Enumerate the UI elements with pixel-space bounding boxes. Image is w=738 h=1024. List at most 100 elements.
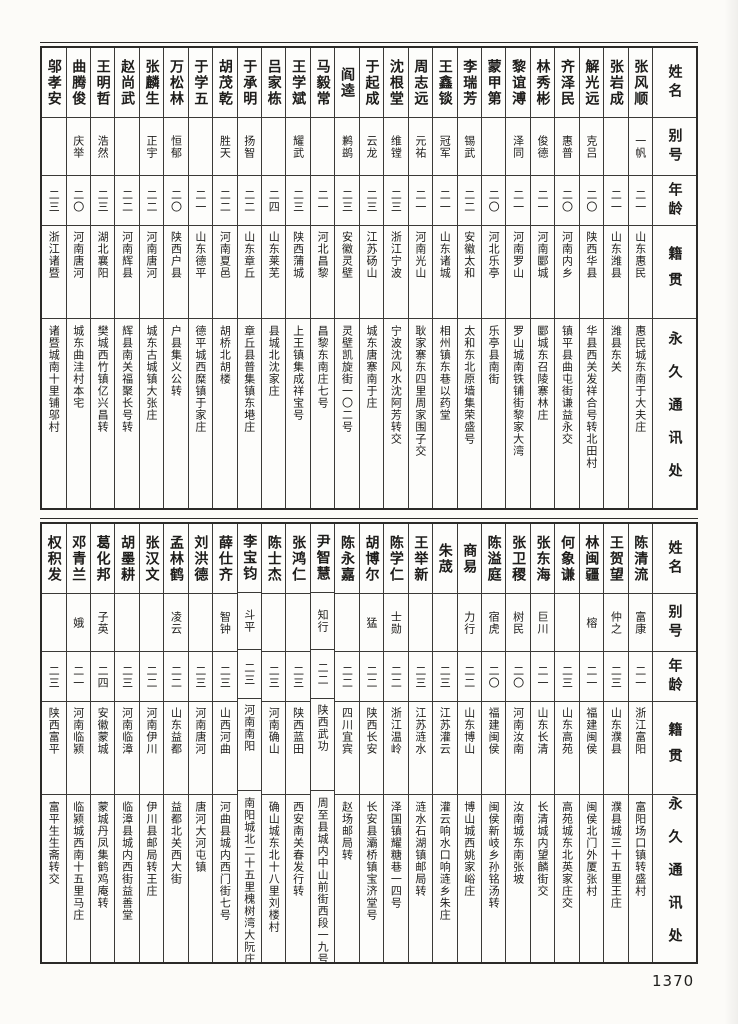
address-cell: 汝南城东南张坡 — [506, 795, 529, 962]
person-age: 二三 — [389, 188, 403, 213]
native-cell: 陕西富平 — [42, 702, 66, 795]
alias-cell: 娥 — [66, 594, 90, 652]
native-cell: 山东章丘 — [237, 226, 261, 319]
entry-column: 张麟生 正宇 二二 河南唐河 城东古城镇大张庄 — [138, 48, 164, 508]
person-age: 二四 — [96, 664, 110, 689]
header-name-label: 姓名 — [666, 63, 683, 102]
name-cell: 李瑞芳 — [457, 48, 481, 118]
name-cell: 王鑫锬 — [433, 48, 457, 118]
person-name: 胡茂乾 — [216, 58, 233, 107]
name-cell: 赵尚武 — [115, 48, 139, 118]
age-cell: 二一 — [604, 176, 628, 226]
person-native-place: 湖北襄阳 — [96, 231, 110, 279]
person-name: 吕家栋 — [265, 58, 282, 107]
person-native-place: 陕西富平 — [47, 707, 61, 755]
person-age: 二二 — [462, 664, 476, 689]
age-cell: 二〇 — [555, 176, 579, 226]
native-cell: 陕西户县 — [164, 226, 188, 319]
person-address: 汝南城东南张坡 — [511, 801, 525, 885]
address-cell: 郾城东召陵寨林庄 — [531, 319, 554, 508]
person-native-place: 四川宜宾 — [340, 707, 354, 755]
entry-column: 王贺望 仲之 二三 山东濮县 濮县城三十五里王庄 — [603, 524, 628, 962]
person-alias: 克吕 — [584, 134, 598, 159]
entry-column: 陈永嘉 二二 四川宜宾 赵场邮局转 — [334, 524, 359, 962]
person-alias: 斗平 — [242, 608, 256, 633]
address-cell: 长安县灞桥镇宝济堂号 — [360, 795, 383, 962]
entry-column: 王学斌 耀武 二三 陕西蒲城 上王镇集成祥宝号 — [285, 48, 310, 508]
name-cell: 李宝钧 — [237, 524, 261, 593]
name-cell: 张汉文 — [139, 524, 164, 594]
native-cell: 河南唐河 — [66, 226, 90, 319]
entry-column: 于学五 二一 山东德平 德平城西糜镇于家庄 — [187, 48, 213, 508]
age-cell: 二三 — [286, 176, 310, 226]
person-age: 二三 — [340, 188, 354, 213]
entry-column: 李瑞芳 锡武 二二 安徽太和 太和东北原墙集荣盛号 — [456, 48, 481, 508]
name-cell: 于起成 — [359, 48, 384, 118]
age-cell: 二〇 — [506, 652, 530, 702]
person-name: 陈士杰 — [265, 534, 282, 583]
address-cell: 胡桥北胡楼 — [213, 319, 236, 508]
address-cell: 罗山城南铁铺街黎家大湾 — [506, 319, 529, 508]
person-native-place: 山东益都 — [169, 707, 183, 755]
entry-column: 陈溢庭 宿虎 二〇 福建闽侯 闽侯新岐乡孙铭汤转 — [480, 524, 506, 962]
person-alias: 凌云 — [169, 610, 183, 635]
person-native-place: 山东章丘 — [242, 231, 256, 279]
person-native-place: 河南唐河 — [193, 707, 207, 755]
alias-cell — [481, 118, 506, 176]
person-alias: 元祐 — [413, 134, 427, 159]
person-address: 富平生生斋转交 — [47, 801, 61, 885]
native-cell: 陕西武功 — [310, 699, 335, 791]
person-age: 二二 — [462, 188, 476, 213]
alias-cell — [286, 594, 310, 652]
person-age: 二一 — [536, 664, 550, 689]
person-alias: 扬智 — [242, 134, 256, 159]
entry-column: 陈士杰 二三 河南确山 确山城东北十八里刘楼村 — [261, 524, 286, 962]
age-cell: 二三 — [335, 176, 359, 226]
entry-column: 何象谦 二三 山东高苑 高苑城东北英家庄交 — [554, 524, 579, 962]
native-cell: 福建闽侯 — [579, 702, 604, 795]
alias-cell: 巨川 — [530, 594, 555, 652]
page-number: 1370 — [652, 972, 695, 990]
person-age: 二二 — [389, 664, 403, 689]
entry-column: 陈学仁 士勋 二二 浙江温岭 泽国镇耀糖巷一四号 — [383, 524, 408, 962]
person-address: 伊川县邮局转王庄 — [145, 801, 159, 897]
entry-column: 商易 力行 二二 山东博山 博山城西姚家峪庄 — [456, 524, 481, 962]
entry-column: 于承明 扬智 二二 山东章丘 章丘县普集镇东塂庄 — [236, 48, 261, 508]
person-native-place: 陕西武功 — [316, 704, 330, 753]
address-cell: 户县集义公转 — [164, 319, 187, 508]
age-cell: 二二 — [359, 652, 384, 702]
person-address: 灌云响水口响涟乡朱庄 — [438, 801, 452, 921]
person-name: 张汉文 — [143, 534, 160, 583]
person-address: 益都北关西大街 — [169, 801, 183, 885]
address-cell: 西安南关春发行转 — [286, 795, 309, 962]
person-alias: 一帆 — [633, 134, 647, 159]
person-name: 马毅常 — [314, 58, 331, 107]
entry-column: 吕家栋 二四 山东莱芜 县城北沈家庄 — [261, 48, 286, 508]
person-name: 陈溢庭 — [485, 534, 502, 583]
person-native-place: 河南内乡 — [560, 231, 574, 279]
native-cell: 陕西蓝田 — [286, 702, 310, 795]
address-cell: 华县西关发祥合号转北田村 — [580, 319, 603, 508]
native-cell: 河南伊川 — [139, 702, 164, 795]
person-age: 二一 — [511, 188, 525, 213]
native-cell: 河南唐河 — [139, 226, 164, 319]
name-cell: 阎逵 — [335, 48, 359, 118]
header-address-label: 永久通讯处 — [666, 331, 683, 496]
name-cell: 陈清流 — [628, 524, 652, 594]
entry-column: 尹智慧 知行 二二 陕西武功 周至县城内中山前街西段一九号 — [309, 524, 335, 962]
person-address: 潍县东关 — [609, 325, 623, 373]
native-cell: 安徽太和 — [457, 226, 481, 319]
address-cell: 南阳城北二十五里槐树湾大阮庄 — [238, 791, 261, 962]
person-age: 二四 — [267, 188, 281, 213]
name-cell: 何象谦 — [555, 524, 579, 594]
person-address: 城东古城镇大张庄 — [145, 325, 159, 421]
name-cell: 朱荿 — [433, 524, 457, 594]
name-cell: 陈学仁 — [384, 524, 408, 594]
directory-table-bottom: 姓名 别号 年龄 籍贯 永久通讯处 陈清流 富康 二一 浙江富阳 富阳场口镇转盛… — [40, 518, 698, 964]
entry-column: 赵尚武 二二 河南辉县 辉县南关福聚长号转 — [114, 48, 139, 508]
alias-cell: 扬智 — [237, 118, 261, 176]
entry-column: 王举新 二三 江苏涟水 涟水石湖镇邮局转 — [407, 524, 433, 962]
address-cell: 益都北关西大街 — [164, 795, 187, 962]
name-cell: 张岩成 — [604, 48, 628, 118]
address-cell: 太和东北原墙集荣盛号 — [458, 319, 481, 508]
